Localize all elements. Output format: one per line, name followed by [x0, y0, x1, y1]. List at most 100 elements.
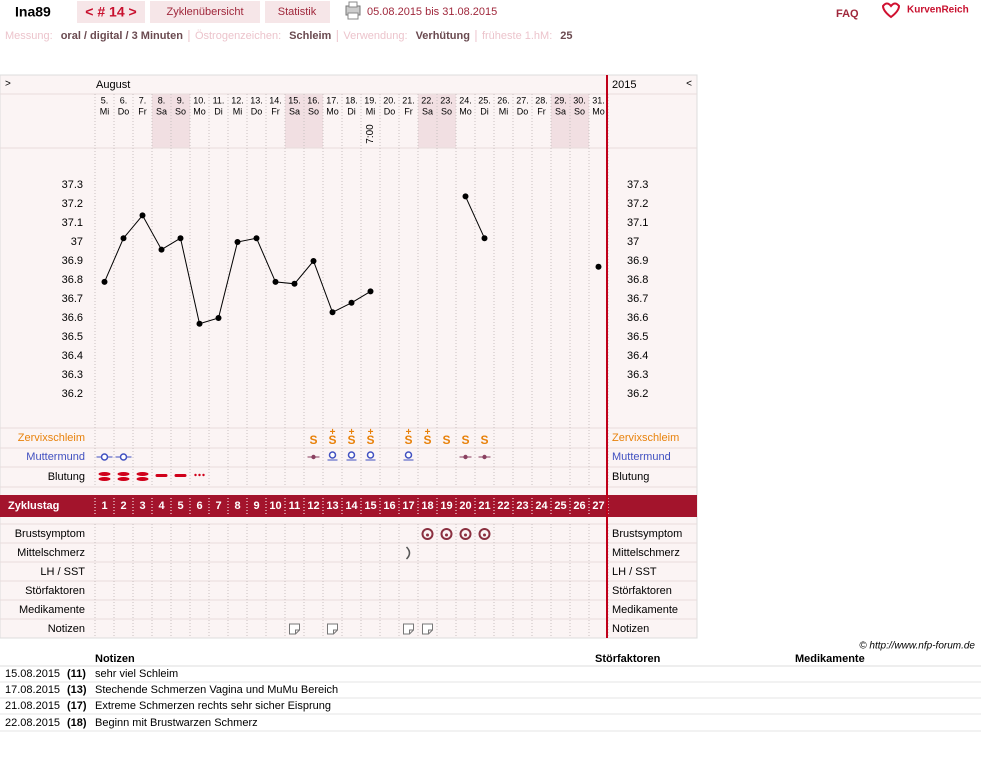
- table-header: Störfaktoren: [595, 653, 661, 665]
- cycle-day: 1: [101, 500, 107, 512]
- weekday-label: Di: [214, 106, 223, 116]
- weekday-label: Do: [384, 106, 396, 116]
- symptom-mark: S+: [404, 427, 412, 448]
- symptom-mark: S+: [423, 427, 431, 448]
- symptom-mark: [459, 528, 472, 540]
- temperature-point: [158, 246, 165, 253]
- weekday-label: Mi: [233, 106, 243, 116]
- temperature-point: [310, 258, 317, 264]
- cycle-day: 13: [326, 500, 338, 512]
- cycle-day: 23: [516, 500, 528, 512]
- cervix-circle: [366, 451, 375, 459]
- temperature-line: [465, 196, 485, 239]
- row-label: Störfaktoren: [612, 585, 672, 597]
- info-value: oral / digital / 3 Minuten: [61, 30, 184, 42]
- mucus-sign: S: [442, 433, 450, 447]
- temperature-point: [215, 315, 222, 321]
- row-label: Brustsymptom: [15, 528, 85, 540]
- symptom-mark: [289, 623, 300, 635]
- symptom-mark: [307, 454, 320, 460]
- logo-text[interactable]: KurvenReich: [907, 5, 969, 16]
- row-label: Blutung: [48, 471, 85, 483]
- day-label: 17.: [326, 95, 339, 105]
- y-tick-label: 37.3: [62, 179, 83, 191]
- bleeding: [198, 473, 201, 477]
- row-label: Medikamente: [612, 604, 678, 616]
- temperature-point: [196, 320, 203, 327]
- row-label: LH / SST: [40, 566, 85, 578]
- temperature-point: [272, 278, 279, 285]
- day-label: 21.: [402, 95, 415, 105]
- weekday-label: Fr: [138, 106, 147, 116]
- symptom-mark: [327, 451, 338, 461]
- cervix-dot: [482, 454, 487, 460]
- temperature-point: [595, 263, 602, 270]
- copyright: © http://www.nfp-forum.de: [859, 641, 975, 652]
- cervix-dot: [463, 454, 468, 460]
- note-date: 22.08.2015: [5, 717, 60, 729]
- temperature-point: [291, 280, 298, 287]
- note-cycle-day: (18): [67, 717, 87, 729]
- temperature-point: [177, 235, 184, 242]
- faq-link[interactable]: FAQ: [836, 8, 859, 20]
- day-label: 15.: [288, 95, 301, 105]
- weekday-label: Mo: [459, 106, 472, 116]
- symptom-mark: [98, 472, 111, 481]
- weekday-label: So: [574, 106, 585, 116]
- symptom-mark: [327, 623, 338, 635]
- y-tick-label: 37.1: [627, 217, 648, 229]
- temperature-point: [120, 235, 127, 242]
- info-label: früheste 1.hM:: [482, 30, 552, 42]
- print-icon[interactable]: [345, 1, 361, 20]
- day-label: 14.: [269, 95, 282, 105]
- day-label: 24.: [459, 95, 472, 105]
- note-icon: [289, 623, 300, 635]
- bleeding: [155, 474, 168, 477]
- tab-box[interactable]: [265, 1, 330, 23]
- cycle-box[interactable]: [77, 1, 145, 23]
- symptom-mark: [155, 474, 168, 477]
- mucus-sign: S: [461, 433, 469, 447]
- tab[interactable]: Zyklenübersicht: [166, 6, 243, 18]
- mucus-sign: S+: [328, 427, 336, 448]
- weekday-label: Do: [517, 106, 529, 116]
- day-label: 27.: [516, 95, 529, 105]
- y-tick-label: 36.2: [62, 388, 83, 400]
- symptom-mark: [174, 474, 187, 477]
- cervix-circle: [100, 453, 109, 461]
- day-label: 13.: [250, 95, 263, 105]
- y-tick-label: 37.3: [627, 179, 648, 191]
- weekend-shade: [304, 94, 323, 148]
- note-icon: [327, 623, 338, 635]
- info-label: Östrogenzeichen:: [195, 30, 281, 42]
- cervix-dot: [311, 454, 316, 460]
- cycle-nav[interactable]: < # 14 >: [85, 4, 136, 20]
- weekday-label: So: [175, 106, 186, 116]
- info-value: 25: [560, 30, 572, 42]
- cervix-circle: [347, 451, 356, 459]
- tab-box[interactable]: [150, 1, 260, 23]
- symptom-mark: [96, 453, 113, 461]
- note-text: Beginn mit Brustwarzen Schmerz: [95, 717, 258, 729]
- mucus-sign: S+: [404, 427, 412, 448]
- cervix-circle: [328, 451, 337, 459]
- weekday-label: Fr: [537, 106, 546, 116]
- day-label: 9.: [177, 95, 185, 105]
- info-line: Messung: oral / digital / 3 Minuten Östrog…: [5, 30, 573, 42]
- symptom-mark: [478, 528, 491, 540]
- y-tick-label: 36.9: [62, 255, 83, 267]
- breast-symptom: [421, 528, 434, 540]
- y-tick-label: 36.3: [627, 369, 648, 381]
- symptom-mark: [117, 472, 130, 481]
- weekday-label: Fr: [404, 106, 413, 116]
- row-label: Notizen: [612, 623, 649, 635]
- breast-symptom: [478, 528, 491, 540]
- note-text: sehr viel Schleim: [95, 668, 178, 680]
- cycle-day: 7: [215, 500, 221, 512]
- cervix-circle: [404, 451, 413, 459]
- weekday-label: Mi: [366, 106, 376, 116]
- cycle-day: 24: [535, 500, 548, 512]
- tab[interactable]: Statistik: [278, 6, 317, 18]
- bleeding: [202, 473, 205, 477]
